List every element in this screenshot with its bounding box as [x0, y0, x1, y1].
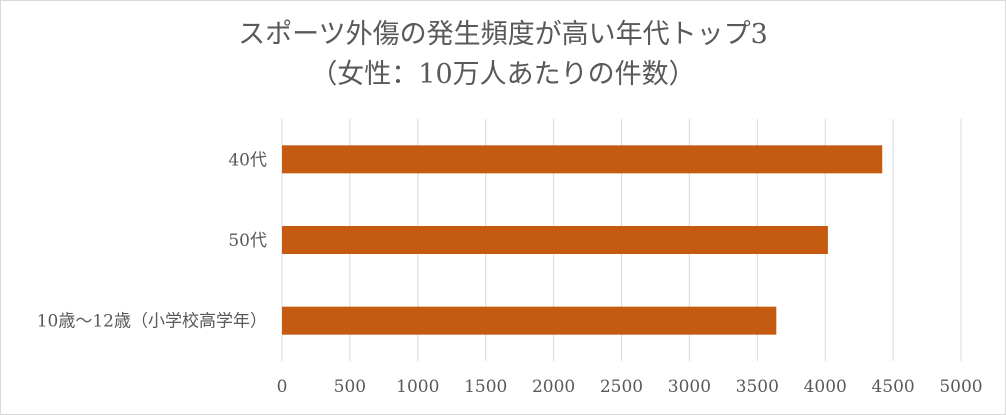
chart-title: スポーツ外傷の発生頻度が高い年代トップ3 — [238, 19, 768, 50]
x-tick-label-0: 0 — [277, 377, 288, 397]
category-label-2: 10歳～12歳（小学校高学年） — [37, 312, 267, 332]
chart-title-block: スポーツ外傷の発生頻度が高い年代トップ3 （女性：10万人あたりの件数） — [1, 15, 1005, 95]
x-tick-label-2000: 2000 — [532, 377, 575, 397]
x-tick-label-4000: 4000 — [804, 377, 847, 397]
x-tick-label-500: 500 — [334, 377, 366, 397]
chart-subtitle: （女性：10万人あたりの件数） — [310, 59, 696, 90]
bars — [282, 145, 883, 335]
category-label-1: 50代 — [228, 231, 267, 251]
x-tick-label-4500: 4500 — [871, 377, 914, 397]
x-tick-labels: 0 500 1000 1500 2000 2500 3000 3500 4000 4500 5000 — [277, 377, 983, 397]
x-tick-label-3500: 3500 — [736, 377, 779, 397]
bar-2 — [282, 306, 777, 335]
x-tick-label-2500: 2500 — [600, 377, 643, 397]
x-tick-label-3000: 3000 — [668, 377, 711, 397]
bar-0 — [282, 145, 883, 174]
x-tick-label-1000: 1000 — [396, 377, 439, 397]
category-label-0: 40代 — [228, 150, 267, 170]
x-tick-label-1500: 1500 — [464, 377, 507, 397]
x-tick-label-5000: 5000 — [939, 377, 982, 397]
bar-1 — [282, 226, 828, 254]
category-labels: 40代 50代 10歳～12歳（小学校高学年） — [37, 150, 267, 331]
